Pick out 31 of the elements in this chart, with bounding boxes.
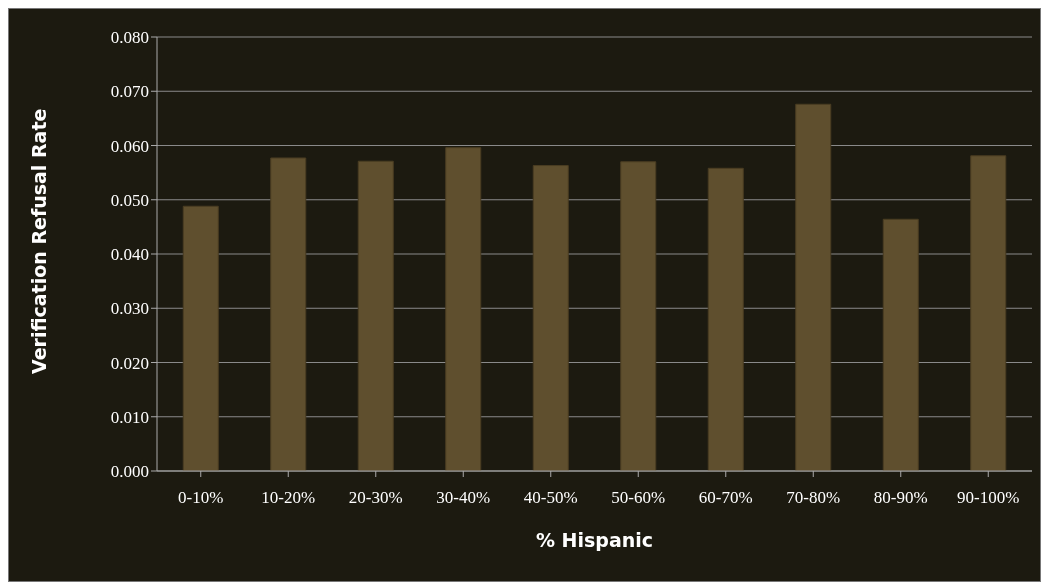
- x-tick-label: 40-50%: [523, 488, 578, 508]
- bar: [707, 167, 744, 471]
- x-tick-label: 0-10%: [178, 488, 224, 508]
- y-axis-title: Verification Refusal Rate: [27, 108, 50, 374]
- y-tick-label: 0.060: [110, 136, 149, 156]
- y-tick-label: 0.030: [110, 299, 149, 319]
- x-tick-label: 20-30%: [348, 488, 403, 508]
- bar: [270, 157, 307, 471]
- bar: [182, 205, 219, 471]
- x-tick-label: 80-90%: [873, 488, 928, 508]
- bar: [795, 103, 832, 471]
- bar: [445, 147, 482, 471]
- y-tick-label: 0.080: [110, 28, 149, 48]
- y-tick-label: 0.050: [110, 190, 149, 210]
- x-tick-label: 30-40%: [436, 488, 491, 508]
- y-tick-label: 0.020: [110, 353, 149, 373]
- x-tick-label: 90-100%: [957, 488, 1020, 508]
- y-tick-label: 0.040: [110, 245, 149, 265]
- y-tick-label: 0.070: [110, 82, 149, 102]
- x-tick-label: 10-20%: [261, 488, 316, 508]
- bar: [882, 218, 919, 471]
- x-axis-title: % Hispanic: [535, 529, 654, 551]
- bar: [970, 155, 1007, 471]
- bar: [620, 161, 657, 471]
- x-tick-label: 50-60%: [611, 488, 666, 508]
- bar: [532, 165, 569, 471]
- x-tick-label: 60-70%: [698, 488, 753, 508]
- bar: [357, 160, 394, 471]
- y-tick-label: 0.010: [110, 407, 149, 427]
- x-tick-label: 70-80%: [786, 488, 841, 508]
- y-tick-label: 0.000: [110, 462, 149, 482]
